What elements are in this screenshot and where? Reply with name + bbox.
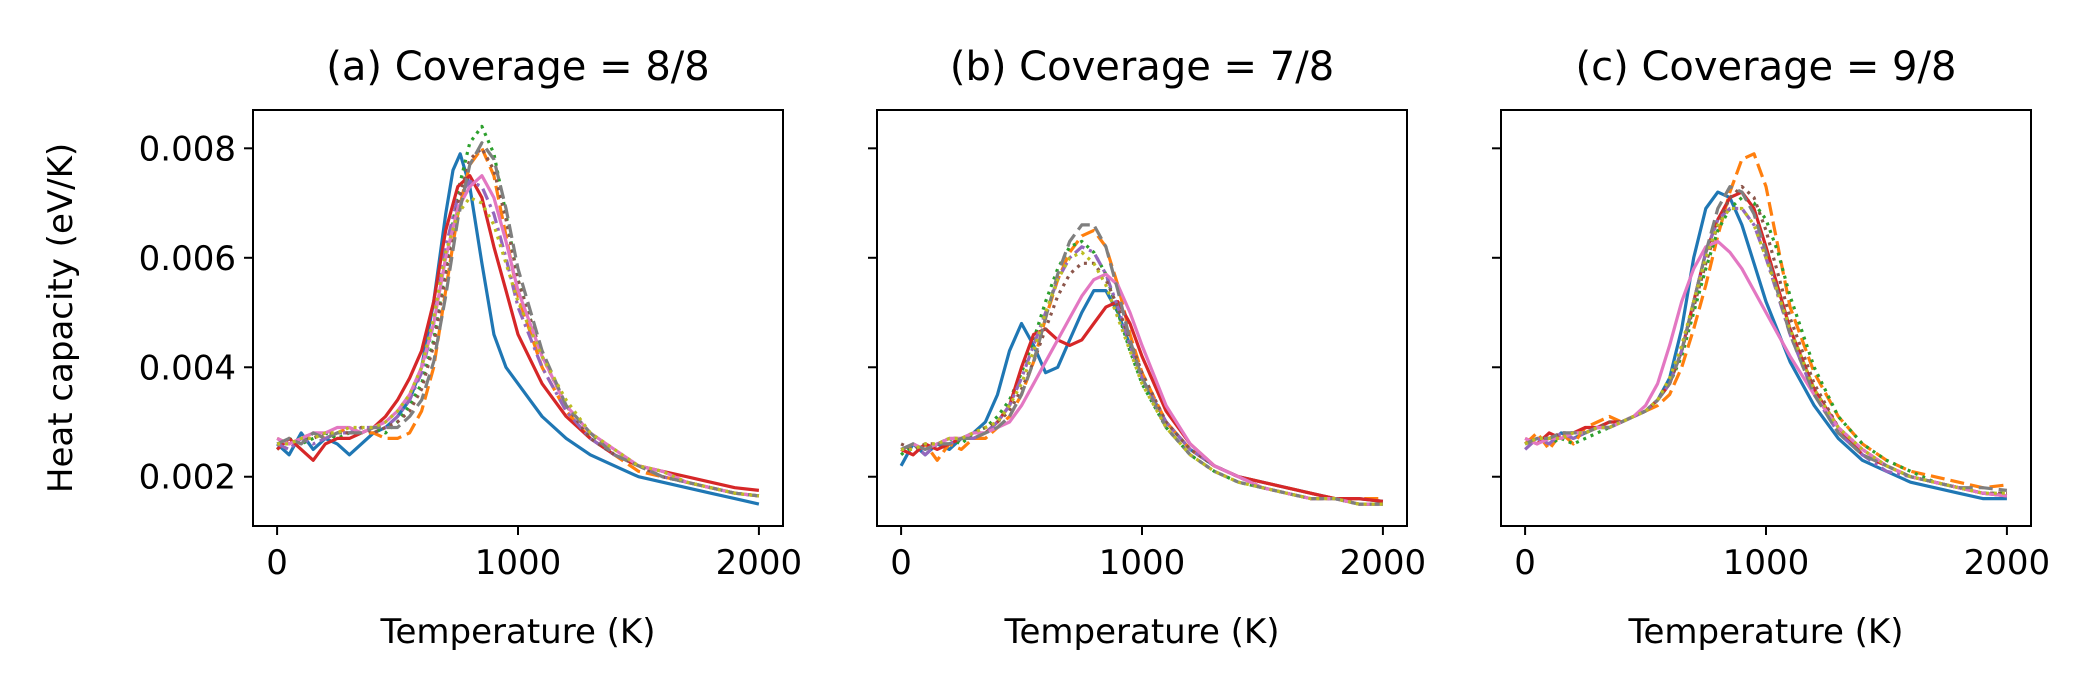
x-tick-label: 1000 — [1099, 543, 1186, 583]
y-tick-label: 0.008 — [139, 129, 236, 169]
y-axis-label: Heat capacity (eV/K) — [41, 143, 81, 493]
series-line-7 — [276, 141, 760, 498]
series-line-0 — [899, 289, 1384, 503]
x-tick-label: 0 — [890, 543, 912, 583]
series-line-0 — [276, 152, 760, 506]
series-line-5 — [276, 146, 760, 498]
x-tick-label: 1000 — [475, 543, 562, 583]
chart-title: (c) Coverage = 9/8 — [1576, 44, 1957, 90]
series-line-1 — [276, 146, 760, 498]
series-group — [1524, 152, 2008, 501]
x-tick-label: 0 — [266, 543, 288, 583]
series-line-5 — [1524, 185, 2007, 495]
series-group — [276, 124, 760, 506]
chart-title: (b) Coverage = 7/8 — [950, 44, 1334, 90]
axes-frame — [1500, 109, 2032, 527]
series-line-0 — [1524, 190, 2007, 501]
x-tick-label: 2000 — [716, 543, 803, 583]
axes-frame — [252, 109, 784, 527]
series-line-6 — [900, 272, 1383, 506]
series-line-7 — [900, 223, 1383, 506]
y-tick-label: 0.002 — [139, 458, 236, 498]
series-line-1 — [1524, 152, 2008, 490]
x-tick-label: 0 — [1514, 543, 1536, 583]
chart-panel-1: 0 1000 2000 (b) Coverage = 7/8 Temperature (… — [868, 44, 1426, 652]
chart-panel-2: 0 1000 2000 (c) Coverage = 9/8 Temperature (… — [1492, 44, 2050, 652]
series-line-3 — [276, 174, 760, 492]
series-line-8 — [901, 250, 1383, 506]
series-line-6 — [1524, 239, 2008, 498]
x-tick-label: 2000 — [1964, 543, 2051, 583]
series-line-8 — [277, 196, 760, 498]
series-line-3 — [900, 300, 1384, 503]
series-group — [899, 223, 1384, 506]
series-line-7 — [1524, 185, 2008, 492]
x-tick-label: 1000 — [1723, 543, 1810, 583]
series-line-2 — [900, 239, 1383, 506]
x-tick-label: 2000 — [1340, 543, 1427, 583]
y-tick-label: 0.006 — [139, 239, 236, 279]
series-line-4 — [276, 179, 760, 498]
axes-frame — [876, 109, 1408, 527]
x-axis-label: Temperature (K) — [379, 612, 655, 652]
x-axis-label: Temperature (K) — [1003, 612, 1279, 652]
chart-panel-0: 0 1000 2000 0.002 0.004 0.006 0.008 (a) Coverag… — [41, 44, 802, 652]
series-line-8 — [1524, 206, 2007, 495]
series-line-1 — [900, 228, 1383, 501]
series-line-4 — [900, 245, 1383, 506]
series-line-3 — [1524, 190, 2008, 498]
x-axis-label: Temperature (K) — [1627, 612, 1903, 652]
chart-title: (a) Coverage = 8/8 — [326, 44, 709, 90]
y-tick-label: 0.004 — [139, 348, 236, 388]
